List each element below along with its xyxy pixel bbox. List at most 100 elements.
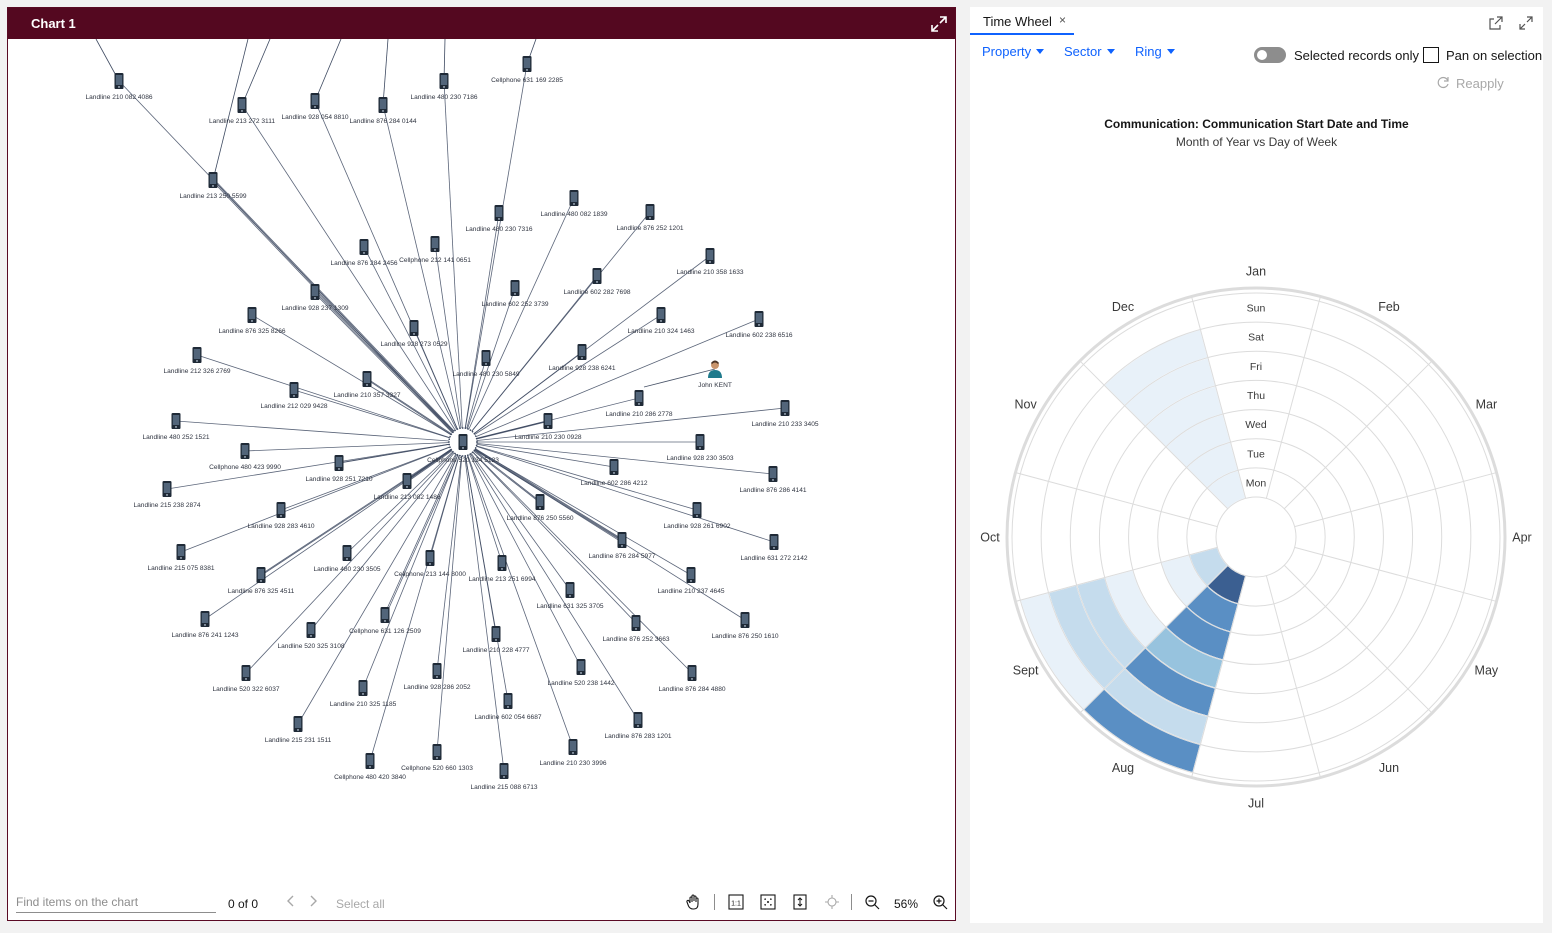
reapply-button[interactable]: Reapply [1437,76,1504,91]
find-items-input[interactable] [16,892,216,913]
phone-node[interactable]: Cellphone 520 660 1303 [401,744,473,772]
phone-node[interactable]: Landline 928 238 6241 [548,344,616,372]
close-tab-icon[interactable]: × [1059,13,1067,27]
phone-node[interactable]: Landline 602 252 3739 [481,280,549,308]
phone-node[interactable]: Landline 876 252 3663 [602,615,670,643]
phone-node[interactable]: Landline 213 082 1486 [373,473,441,501]
phone-icon [535,494,545,510]
phone-node[interactable]: Landline 928 261 6902 [663,502,731,530]
phone-node[interactable]: Landline 480 230 5849 [452,350,520,378]
phone-node[interactable]: Landline 520 322 6037 [212,665,280,693]
phone-node[interactable]: Landline 876 250 5560 [506,494,574,522]
phone-node[interactable]: Landline 602 054 6687 [474,693,542,721]
previous-match-icon[interactable] [284,893,298,909]
maximize-icon[interactable] [1518,15,1534,31]
fit-to-window-icon[interactable] [758,892,778,912]
next-match-icon[interactable] [306,893,320,909]
sector-gridline [1265,296,1321,499]
phone-node[interactable]: Landline 215 231 1511 [265,716,332,744]
ring-gridline [1069,350,1443,724]
phone-node[interactable]: Landline 480 082 1839 [540,190,608,218]
sector-dropdown[interactable]: Sector [1064,44,1115,59]
phone-node[interactable]: Cellphone 212 141 0651 [399,236,471,264]
phone-node[interactable]: Landline 928 054 8810 [281,93,349,121]
hub-node[interactable]: Cellphone 520 134 5123 [427,427,499,464]
center-selection-icon[interactable] [822,892,842,912]
phone-node[interactable]: Landline 213 272 3111 [209,97,275,125]
phone-node[interactable]: Landline 602 286 4212 [580,459,648,487]
selected-records-toggle[interactable] [1254,47,1286,63]
phone-node[interactable]: Landline 480 230 3505 [313,545,381,573]
phone-node[interactable]: Landline 210 358 1633 [676,248,744,276]
phone-node[interactable]: Landline 876 286 4141 [739,466,807,494]
phone-node[interactable]: Landline 928 283 4610 [247,502,315,530]
phone-node[interactable]: Landline 210 230 3996 [539,739,607,767]
zoom-out-icon[interactable] [862,892,882,912]
phone-node[interactable]: Landline 210 324 1463 [627,307,695,335]
phone-node[interactable]: Cellphone 631 126 2509 [349,607,421,635]
time-wheel-chart[interactable]: Mon Tue Wed Thu Fri Sat Sun Jan Feb Mar Apr May Jun J… [970,7,1543,923]
phone-node[interactable]: Landline 213 250 5599 [179,172,247,200]
phone-node[interactable]: Cellphone 480 420 3840 [334,753,406,781]
phone-node[interactable]: Landline 876 241 1243 [171,611,239,639]
phone-node[interactable]: Landline 520 325 3108 [277,622,345,650]
phone-node[interactable]: Landline 213 251 6994 [468,555,536,583]
zoom-in-icon[interactable] [930,892,950,912]
phone-node[interactable]: Landline 928 230 3503 [666,434,734,462]
phone-node[interactable]: Landline 876 250 1610 [711,612,779,640]
phone-node[interactable]: Cellphone 631 169 2285 [491,56,563,84]
phone-node[interactable]: Landline 210 082 4086 [85,73,153,101]
expand-icon[interactable] [929,14,949,34]
phone-node[interactable]: Landline 210 286 2778 [605,390,673,418]
select-all-button[interactable]: Select all [336,897,385,911]
graph-edge [413,327,464,443]
phone-node[interactable]: Landline 210 233 3405 [751,400,819,428]
phone-node[interactable]: Landline 876 284 0144 [349,97,417,125]
phone-node[interactable]: Landline 210 230 0928 [514,413,582,441]
phone-node[interactable]: Landline 631 325 3705 [536,582,604,610]
phone-node[interactable]: Landline 876 284 2456 [330,239,398,267]
phone-icon [565,582,575,598]
phone-node[interactable]: Landline 210 237 4645 [657,567,725,595]
property-dropdown[interactable]: Property [982,44,1045,59]
phone-node[interactable]: Landline 602 282 7698 [563,268,631,296]
phone-node[interactable]: Landline 928 286 2052 [403,663,471,691]
phone-node[interactable]: Landline 928 251 7210 [305,455,373,483]
phone-icon [522,56,532,72]
phone-node[interactable]: Landline 520 238 1442 [547,659,615,687]
phone-node[interactable]: Landline 928 237 1309 [281,284,349,312]
fit-height-icon[interactable] [790,892,810,912]
phone-node[interactable]: Landline 928 273 0529 [380,320,448,348]
popout-icon[interactable] [1488,15,1504,31]
phone-node[interactable]: Landline 480 230 7186 [410,73,478,101]
tab-time-wheel[interactable]: Time Wheel × [970,7,1074,35]
phone-node[interactable]: Landline 215 088 6713 [470,763,538,791]
phone-node[interactable]: Landline 210 357 3327 [333,371,401,399]
phone-node[interactable]: Landline 480 252 1521 [142,413,210,441]
phone-node[interactable]: Landline 212 326 2769 [163,347,231,375]
pan-on-selection-checkbox[interactable] [1423,47,1439,63]
actual-size-icon[interactable]: 1:1 [726,892,746,912]
phone-node[interactable]: Landline 631 272 2142 [740,534,808,562]
person-node[interactable]: John KENT [698,360,732,390]
phone-node[interactable]: Landline 210 228 4777 [462,626,530,654]
phone-node[interactable]: Landline 876 325 4511 [228,567,295,595]
phone-node[interactable]: Landline 215 075 8381 [147,544,215,572]
phone-node[interactable]: Cellphone 213 144 8000 [394,550,466,578]
phone-node[interactable]: Landline 212 029 9428 [260,382,328,410]
phone-node[interactable]: Landline 480 230 7316 [465,205,533,233]
phone-node[interactable]: Landline 215 238 2874 [133,481,201,509]
pan-hand-icon[interactable] [684,892,704,912]
network-graph[interactable]: Landline 210 082 4086 Landline 213 272 31… [8,39,955,881]
phone-icon [276,502,286,518]
phone-node[interactable]: Landline 876 284 4880 [658,665,726,693]
ring-dropdown[interactable]: Ring [1135,44,1175,59]
phone-node[interactable]: Cellphone 480 423 9990 [209,443,281,471]
phone-node[interactable]: Landline 876 325 8266 [218,307,286,335]
phone-node[interactable]: Landline 876 252 1201 [616,204,684,232]
node-label: Landline 602 286 4212 [580,480,647,487]
phone-node[interactable]: Landline 876 284 5977 [588,532,656,560]
phone-node[interactable]: Landline 210 325 1185 [330,680,397,708]
phone-node[interactable]: Landline 602 238 6516 [725,311,793,339]
phone-node[interactable]: Landline 876 283 1201 [604,712,672,740]
